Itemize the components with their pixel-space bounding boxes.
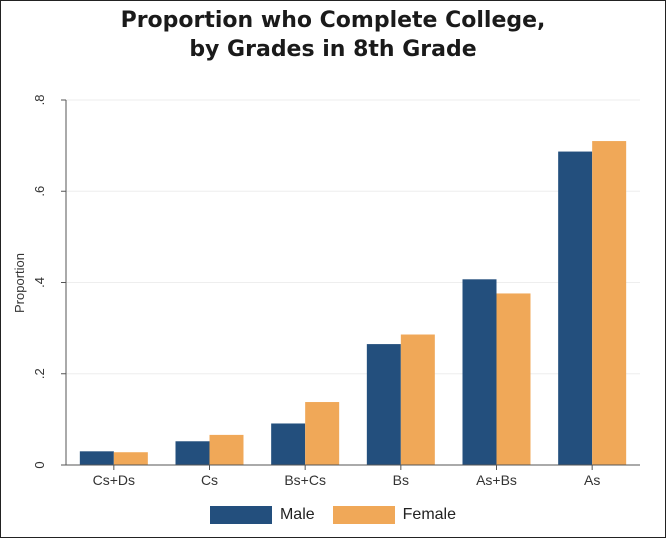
legend: Male Female (0, 502, 666, 528)
x-tick-label: As (584, 472, 600, 488)
chart-title: Proportion who Complete College, by Grad… (0, 6, 666, 64)
bar-female-2 (305, 402, 340, 465)
bars (79, 141, 627, 465)
y-axis-label: Proportion (12, 253, 27, 313)
bar-male-4 (462, 279, 497, 465)
y-tick-label: .6 (32, 186, 47, 197)
legend-label-male: Male (279, 506, 315, 523)
x-tick-label: Cs+Ds (93, 472, 135, 488)
grid-lines (66, 99, 640, 375)
x-tick-label: Bs+Cs (284, 472, 326, 488)
bar-female-5 (592, 141, 627, 465)
chart-title-line-2: by Grades in 8th Grade (189, 37, 477, 62)
bar-male-0 (79, 451, 114, 465)
x-tick-label: Bs (393, 472, 409, 488)
bar-male-3 (366, 344, 401, 465)
ticks: 0 .2 .4 .6 .8 Cs+Ds Cs Bs+Cs Bs As+Bs As (32, 95, 600, 488)
bar-female-0 (113, 452, 148, 465)
legend-item-female: Female (332, 506, 457, 524)
bar-female-4 (496, 293, 531, 465)
bar-male-1 (175, 441, 210, 465)
legend-swatch-male (209, 506, 272, 524)
legend-swatch-female (332, 506, 395, 524)
legend-item-male: Male (209, 506, 315, 524)
bar-male-5 (558, 151, 593, 465)
y-tick-label: .2 (32, 368, 47, 379)
chart-title-line-1: Proportion who Complete College, (120, 8, 546, 33)
y-tick-label: 0 (32, 461, 47, 468)
bar-male-2 (271, 423, 306, 465)
y-tick-label: .8 (32, 95, 47, 106)
bar-female-3 (400, 334, 435, 465)
bar-female-1 (209, 434, 244, 465)
legend-label-female: Female (402, 506, 457, 523)
y-tick-label: .4 (32, 277, 47, 288)
x-tick-label: As+Bs (476, 472, 517, 488)
x-tick-label: Cs (201, 472, 218, 488)
